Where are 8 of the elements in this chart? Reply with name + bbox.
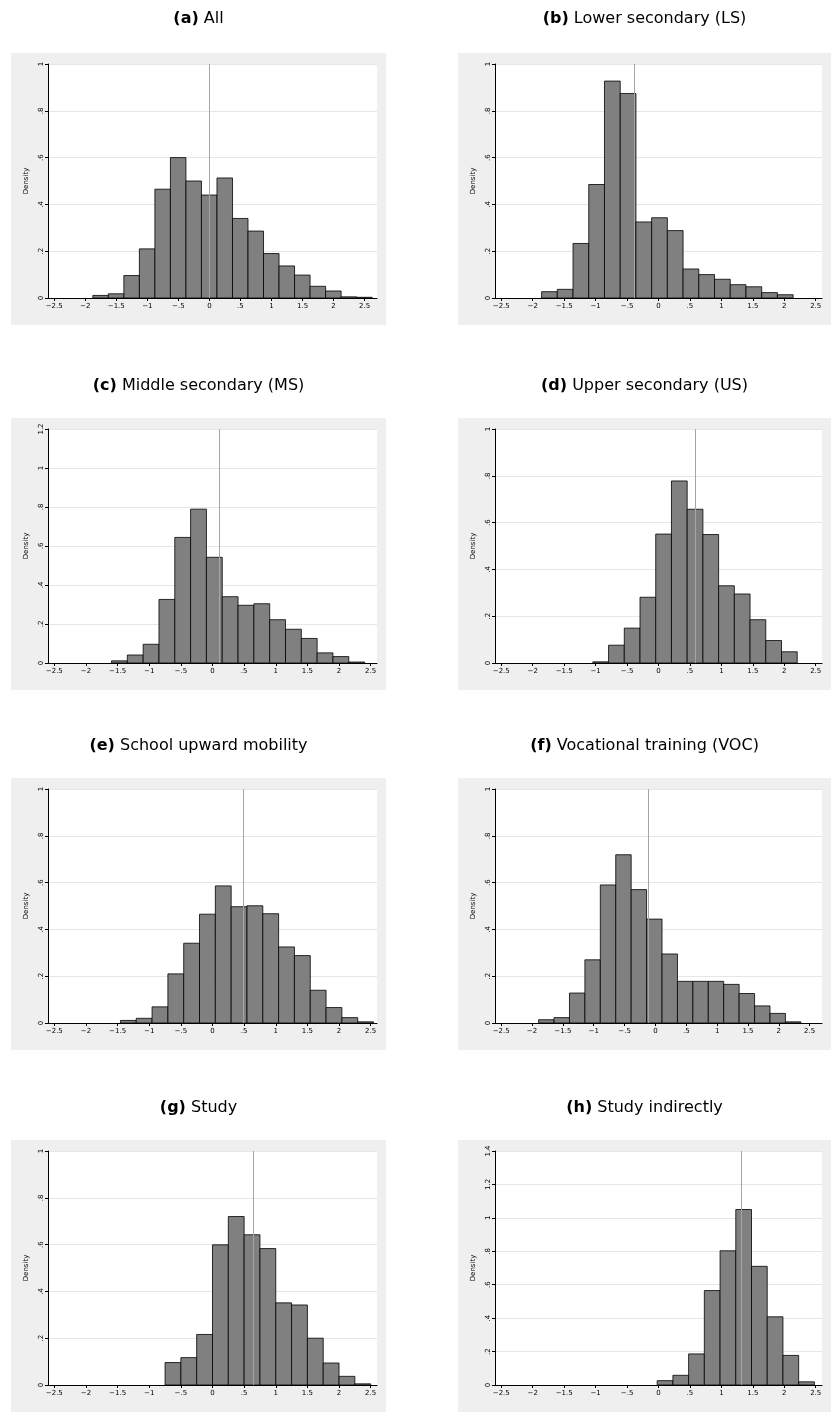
chart-title: (g) Study bbox=[158, 1097, 239, 1116]
chart-title: (b) Lower secondary (LS) bbox=[541, 8, 748, 27]
chart-title: (h) Study indirectly bbox=[565, 1097, 724, 1116]
chart-title: (a) All bbox=[172, 8, 225, 27]
chart-title: (e) School upward mobility bbox=[88, 735, 309, 754]
chart-title: (c) Middle secondary (MS) bbox=[91, 375, 306, 394]
chart-title: (f) Vocational training (VOC) bbox=[529, 735, 760, 754]
chart-title: (d) Upper secondary (US) bbox=[539, 375, 749, 394]
